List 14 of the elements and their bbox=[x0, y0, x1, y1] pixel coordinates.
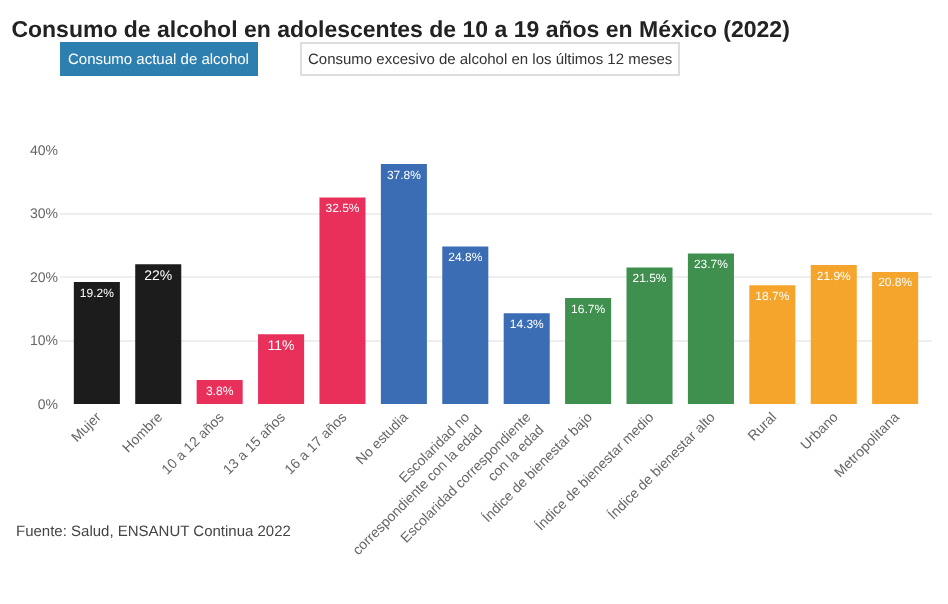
bar bbox=[319, 197, 366, 404]
bar bbox=[810, 264, 857, 404]
bar bbox=[872, 271, 919, 404]
bar bbox=[565, 297, 612, 404]
bar bbox=[503, 313, 550, 404]
bar bbox=[380, 163, 427, 404]
bar bbox=[73, 282, 120, 404]
chart-title: Consumo de alcohol en adolescentes de 10 a 19 años en México (2022) bbox=[11, 19, 791, 44]
bar bbox=[626, 267, 673, 404]
bar bbox=[135, 264, 182, 404]
bar bbox=[442, 246, 489, 404]
bar bbox=[687, 253, 734, 404]
bar bbox=[258, 334, 305, 404]
bar bbox=[749, 285, 796, 404]
